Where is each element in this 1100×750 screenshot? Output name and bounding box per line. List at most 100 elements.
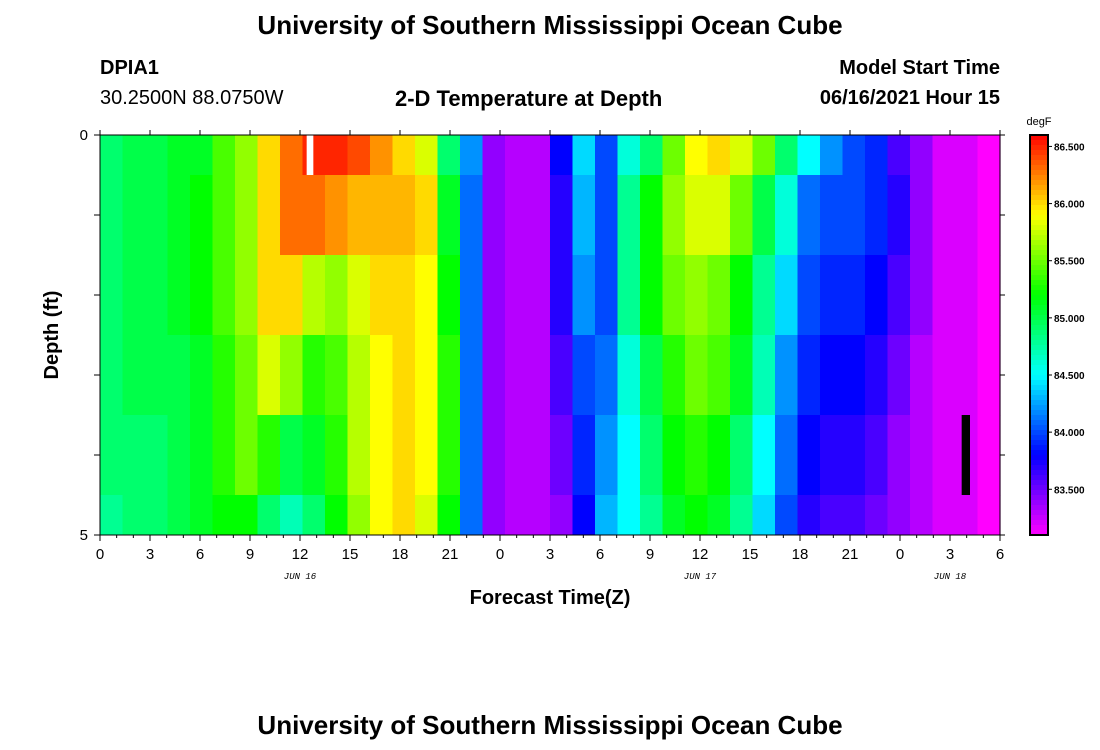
heatmap-cell-4-22	[595, 415, 619, 496]
heatmap-cell-1-31	[797, 175, 821, 256]
heatmap-cell-0-5	[212, 135, 236, 176]
heatmap-cell-3-22	[595, 335, 619, 416]
colorbar-segment	[1030, 520, 1048, 526]
heatmap-cell-3-1	[122, 335, 146, 416]
heatmap-cell-0-26	[685, 135, 709, 176]
heatmap-cell-0-20	[550, 135, 574, 176]
heatmap-cell-3-0	[100, 335, 124, 416]
heatmap-cell-2-16	[460, 255, 484, 336]
x-tick-label: 15	[342, 546, 359, 563]
colorbar-segment	[1030, 525, 1048, 531]
heatmap-cell-4-25	[662, 415, 686, 496]
heatmap-cell-1-2	[145, 175, 169, 256]
colorbar-segment	[1030, 530, 1048, 536]
colorbar-segment	[1030, 310, 1048, 316]
heatmap-cell-3-30	[775, 335, 799, 416]
heatmap-cell-0-7	[257, 135, 281, 176]
heatmap-cell-4-35	[887, 415, 911, 496]
colorbar-segment	[1030, 225, 1048, 231]
colorbar-frame	[1029, 134, 1049, 536]
heatmap-cell-0-2	[145, 135, 169, 176]
heatmap-cell-4-6	[235, 415, 259, 496]
date-label: JUN 16	[284, 572, 317, 582]
heatmap-cell-4-5	[212, 415, 236, 496]
colorbar-segment	[1030, 455, 1048, 461]
colorbar-segment	[1030, 425, 1048, 431]
heatmap-cell-0-1	[122, 135, 146, 176]
footer-title: University of Southern Mississippi Ocean…	[257, 710, 843, 740]
heatmap-cell-1-4	[190, 175, 214, 256]
colorbar-segment	[1030, 485, 1048, 491]
heatmap-cell-4-26	[685, 415, 709, 496]
heatmap-cell-3-11	[347, 335, 371, 416]
heatmap-cell-3-6	[235, 335, 259, 416]
heatmap-cell-2-17	[482, 255, 506, 336]
colorbar-segment	[1030, 320, 1048, 326]
colorbar-segment	[1030, 430, 1048, 436]
heatmap-cell-5-32	[820, 495, 844, 536]
heatmap-cell-3-17	[482, 335, 506, 416]
heatmap-cell-5-13	[392, 495, 416, 536]
heatmap-cell-3-14	[415, 335, 439, 416]
heatmap-cell-1-37	[932, 175, 956, 256]
heatmap-cell-1-27	[707, 175, 731, 256]
colorbar-segment	[1030, 325, 1048, 331]
heatmap-cell-1-6	[235, 175, 259, 256]
heatmap-cell-2-29	[752, 255, 776, 336]
heatmap-cell-5-1	[122, 495, 146, 536]
colorbar-segment	[1030, 140, 1048, 146]
heatmap-cell-0-36	[910, 135, 934, 176]
colorbar-segment	[1030, 390, 1048, 396]
heatmap-cell-0-12	[370, 135, 394, 176]
heatmap-cell-3-36	[910, 335, 934, 416]
colorbar-segment	[1030, 255, 1048, 261]
heatmap-cell-1-7	[257, 175, 281, 256]
heatmap-cell-3-24	[640, 335, 664, 416]
y-tick-label: 5	[80, 527, 88, 544]
heatmap-cell-4-2	[145, 415, 169, 496]
heatmap-cell-1-3	[167, 175, 191, 256]
heatmap-cell-3-16	[460, 335, 484, 416]
heatmap-cell-4-19	[527, 415, 551, 496]
heatmap-cell-2-4	[190, 255, 214, 336]
colorbar-segment	[1030, 240, 1048, 246]
heatmap-cell-3-23	[617, 335, 641, 416]
heatmap-cell-1-38	[955, 175, 979, 256]
colorbar-segment	[1030, 355, 1048, 361]
heatmap-cell-0-14	[415, 135, 439, 176]
colorbar-tick-label: 83.500	[1054, 485, 1085, 496]
colorbar-segment	[1030, 280, 1048, 286]
heatmap-cell-0-0	[100, 135, 124, 176]
colorbar-segment	[1030, 420, 1048, 426]
heatmap-cell-5-28	[730, 495, 754, 536]
heatmap-cell-2-6	[235, 255, 259, 336]
colorbar-segment	[1030, 395, 1048, 401]
colorbar-segment	[1030, 490, 1048, 496]
colorbar-segment	[1030, 360, 1048, 366]
heatmap-cell-4-1	[122, 415, 146, 496]
heatmap-cell-4-29	[752, 415, 776, 496]
heatmap-cell-0-13	[392, 135, 416, 176]
main-title: University of Southern Mississippi Ocean…	[257, 10, 843, 40]
colorbar-segment	[1030, 220, 1048, 226]
x-tick-label: 21	[842, 546, 859, 563]
heatmap-cell-0-10	[325, 135, 349, 176]
x-tick-label: 0	[896, 546, 904, 563]
heatmap-cell-4-4	[190, 415, 214, 496]
colorbar-tick-label: 86.500	[1054, 142, 1085, 153]
heatmap-cell-5-21	[572, 495, 596, 536]
colorbar-segment	[1030, 290, 1048, 296]
colorbar-segment	[1030, 440, 1048, 446]
model-start-time: 06/16/2021 Hour 15	[819, 87, 1000, 109]
heatmap-cell-4-39	[977, 415, 1001, 496]
heatmap-cell-3-19	[527, 335, 551, 416]
colorbar-segment	[1030, 155, 1048, 161]
colorbar-segment	[1030, 385, 1048, 391]
heatmap-cell-3-28	[730, 335, 754, 416]
heatmap-cell-1-5	[212, 175, 236, 256]
heatmap-cell-3-10	[325, 335, 349, 416]
colorbar-segment	[1030, 180, 1048, 186]
colorbar-segment	[1030, 475, 1048, 481]
colorbar-segment	[1030, 250, 1048, 256]
heatmap-cell-4-27	[707, 415, 731, 496]
